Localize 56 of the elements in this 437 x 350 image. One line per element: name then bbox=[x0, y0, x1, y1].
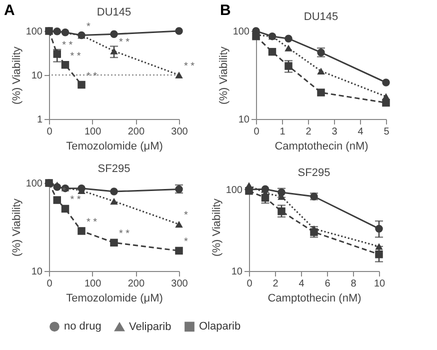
x-tick-label: 8 bbox=[350, 278, 357, 290]
x-tick-label: 3 bbox=[332, 126, 338, 138]
x-tick-label: 0 bbox=[46, 278, 53, 290]
x-tick-label: 300 bbox=[171, 278, 188, 290]
x-tick-label: 200 bbox=[128, 278, 145, 290]
x-tick-label: 0 bbox=[246, 278, 253, 290]
annotation: * * bbox=[119, 228, 130, 240]
x-tick-label: 2 bbox=[306, 126, 312, 138]
annotation: * * bbox=[70, 50, 81, 62]
x-tick-label: 4 bbox=[298, 278, 305, 290]
annotation: * * bbox=[70, 194, 81, 206]
annotation: * bbox=[62, 186, 66, 198]
x-tick-label: 100 bbox=[84, 278, 102, 290]
x-axis-title: Camptothecin (nM) bbox=[268, 292, 362, 304]
y-axis-title: (%) Viability bbox=[218, 46, 230, 104]
y-tick-label: 10 bbox=[231, 266, 243, 278]
x-tick-label: 200 bbox=[128, 126, 145, 138]
y-axis-title: (%) Viability bbox=[210, 198, 223, 256]
chart-title: SF295 bbox=[98, 163, 130, 175]
y-tick-label: 10 bbox=[31, 266, 43, 278]
x-tick-label: 4 bbox=[358, 126, 364, 138]
y-axis-title: (%) Viability bbox=[10, 198, 23, 256]
x-tick-label: 10 bbox=[374, 278, 386, 290]
x-tick-label: 0 bbox=[46, 126, 53, 138]
annotation: * bbox=[184, 210, 188, 222]
text: A bbox=[4, 2, 15, 19]
y-tick-label: 1 bbox=[36, 114, 43, 126]
x-tick-label: 5 bbox=[384, 126, 390, 138]
annotation: * * bbox=[184, 61, 195, 72]
legend-label: Olaparib bbox=[199, 320, 241, 333]
y-tick-label: 10 bbox=[31, 70, 43, 82]
chart-title: SF295 bbox=[298, 167, 330, 180]
x-axis-title: Temozolomide (μM) bbox=[66, 140, 163, 152]
x-tick-label: 6 bbox=[324, 278, 331, 290]
y-tick-label: 100 bbox=[232, 26, 250, 38]
y-tick-label: 100 bbox=[26, 26, 43, 38]
annotation: * * bbox=[86, 70, 98, 82]
annotation: * bbox=[86, 21, 90, 32]
annotation: * * bbox=[119, 37, 130, 48]
annotation: * bbox=[184, 236, 188, 248]
annotation: * * bbox=[62, 40, 73, 52]
annotation: * * bbox=[86, 216, 98, 228]
chart-title: DU145 bbox=[96, 6, 132, 18]
x-tick-label: 1 bbox=[280, 126, 286, 138]
x-axis-title: Temozolomide (μM) bbox=[66, 292, 163, 304]
legend-label: no drug bbox=[64, 320, 102, 333]
text: B bbox=[220, 2, 231, 19]
x-tick-label: 0 bbox=[254, 126, 260, 138]
x-tick-label: 100 bbox=[84, 126, 102, 138]
x-tick-label: 2 bbox=[272, 278, 279, 290]
x-tick-label: 300 bbox=[171, 126, 188, 138]
y-tick-label: 100 bbox=[26, 178, 43, 190]
x-axis-title: Camptothecin (nM) bbox=[274, 140, 368, 152]
chart-title: DU145 bbox=[304, 11, 338, 23]
y-axis-title: (%) Viability bbox=[10, 46, 23, 104]
legend-label: Veliparib bbox=[129, 320, 172, 333]
